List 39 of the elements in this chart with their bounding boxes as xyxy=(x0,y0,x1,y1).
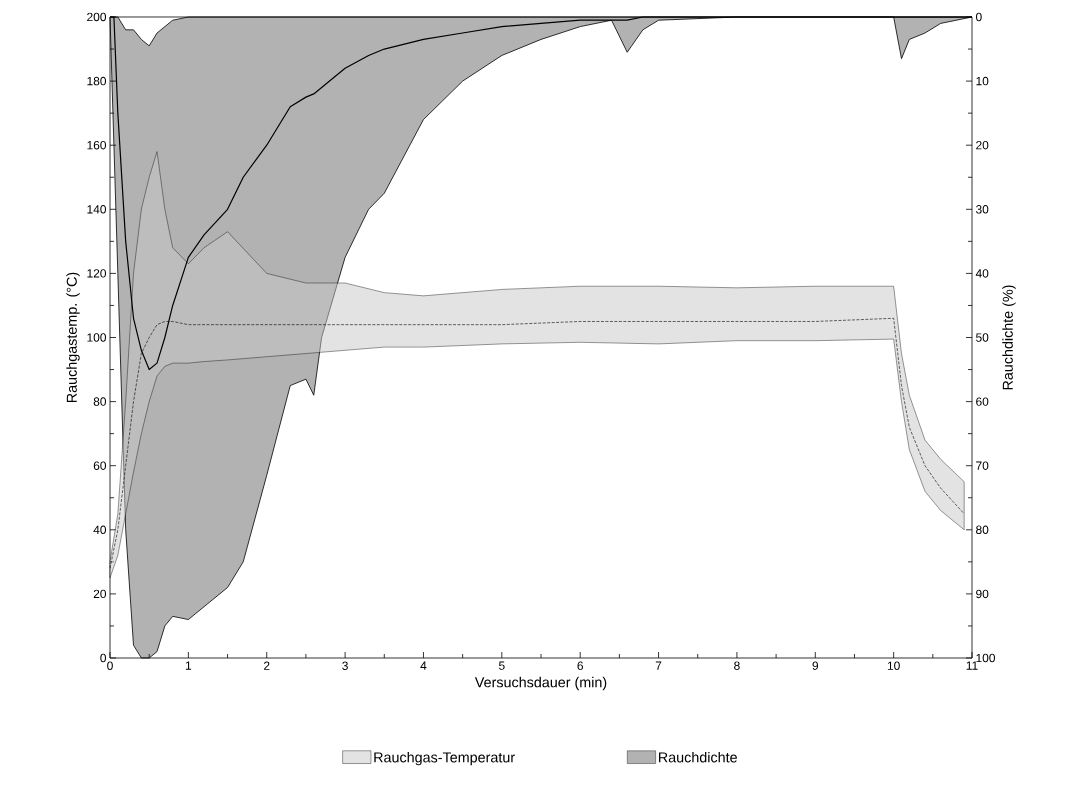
y-tick-label: 20 xyxy=(93,589,107,599)
y-tick-label: 160 xyxy=(87,140,107,150)
y-tick-label: 120 xyxy=(87,269,107,278)
y2-tick-label: 0 xyxy=(976,12,982,22)
x-tick-label: 9 xyxy=(812,661,819,670)
x-tick-label: 3 xyxy=(342,661,348,670)
x-tick-label: 5 xyxy=(498,661,505,670)
legend-label: Rauchgas-Temperatur xyxy=(374,751,515,766)
x-axis-title: Versuchsdauer (min) xyxy=(474,676,607,691)
x-tick-label: 2 xyxy=(264,661,270,670)
x-tick-label: 11 xyxy=(966,661,978,670)
y2-tick-label: 90 xyxy=(976,589,989,599)
y-tick-label: 140 xyxy=(87,205,107,214)
y2-tick-label: 40 xyxy=(975,269,989,278)
y-tick-label: 0 xyxy=(100,653,107,663)
legend-label: Rauchdichte xyxy=(659,751,737,763)
y2-tick-label: 60 xyxy=(976,397,989,406)
y2-tick-label: 30 xyxy=(975,205,989,214)
y-tick-label: 40 xyxy=(93,525,107,535)
y-tick-label: 180 xyxy=(87,76,107,86)
y-axis-title: Rauchgastemp. (°C) xyxy=(66,272,80,403)
x-tick-label: 0 xyxy=(107,661,113,670)
y-tick-label: 100 xyxy=(87,333,107,342)
y2-tick-label: 70 xyxy=(976,461,989,470)
y2-tick-label: 10 xyxy=(976,76,989,86)
x-tick-label: 7 xyxy=(655,661,662,670)
y2-tick-label: 20 xyxy=(976,140,989,150)
y2-axis-title: Rauchdichte (%) xyxy=(1002,285,1016,390)
y2-tick-label: 50 xyxy=(976,333,989,342)
x-tick-label: 4 xyxy=(420,661,427,670)
y2-tick-label: 80 xyxy=(976,525,989,535)
x-tick-label: 1 xyxy=(185,661,192,670)
y-tick-label: 60 xyxy=(93,461,107,470)
x-tick-label: 10 xyxy=(887,661,900,670)
y-tick-label: 80 xyxy=(93,397,107,406)
y-tick-label: 200 xyxy=(87,12,107,22)
y2-tick-label: 100 xyxy=(976,653,996,663)
x-tick-label: 6 xyxy=(577,661,583,670)
x-tick-label: 8 xyxy=(734,661,740,670)
